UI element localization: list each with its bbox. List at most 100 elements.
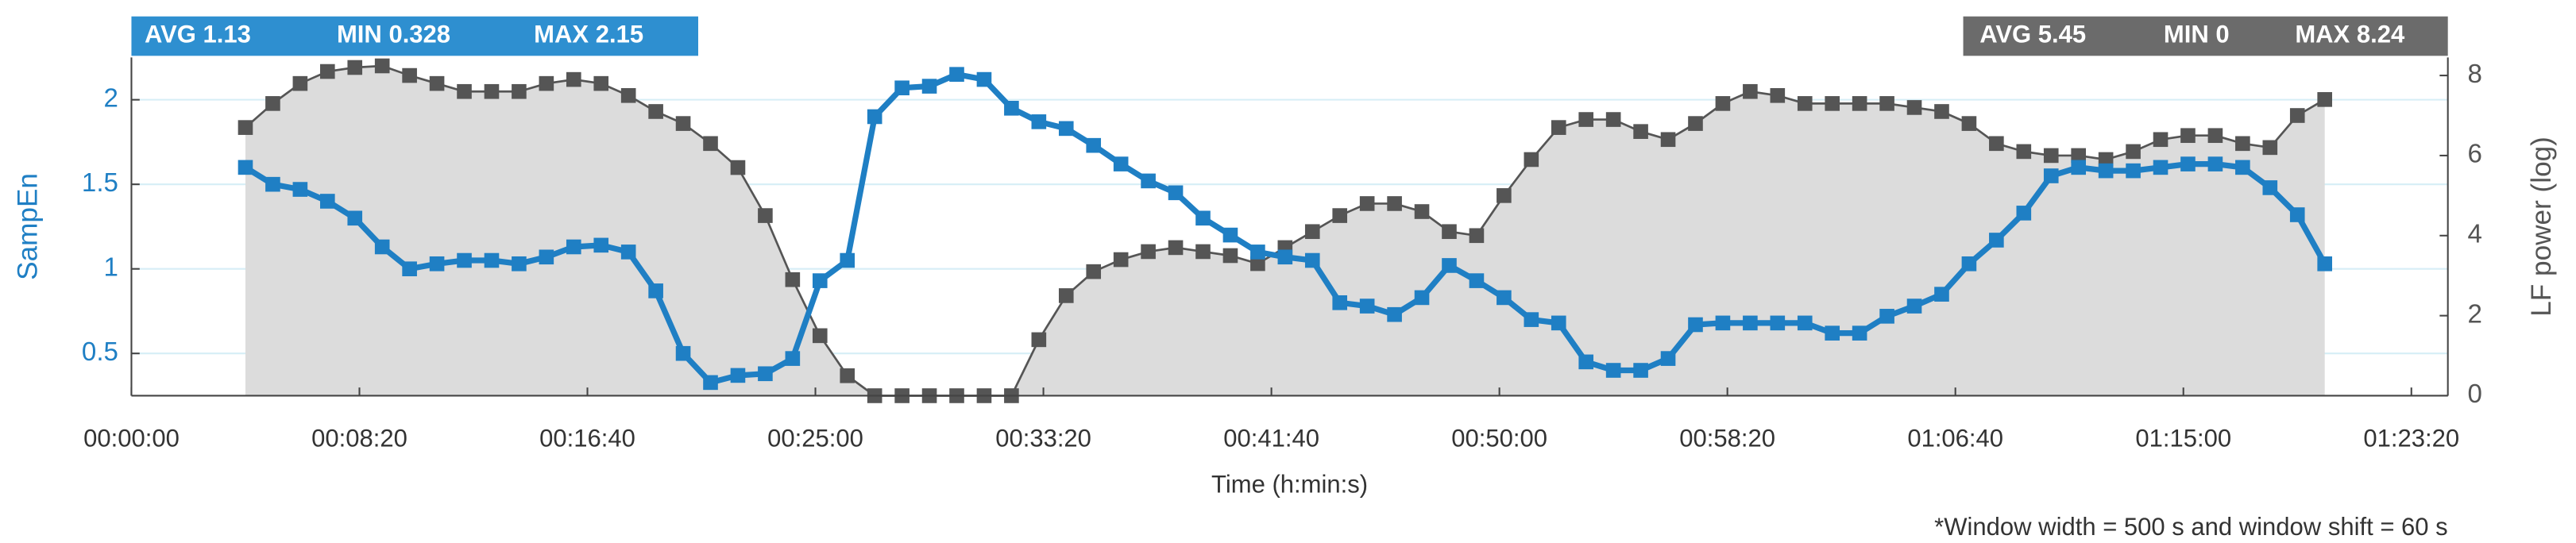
stats-box-right (1963, 16, 2448, 56)
marker (1304, 252, 1320, 268)
marker (1277, 249, 1293, 265)
marker (1195, 210, 1211, 226)
marker (1141, 244, 1156, 260)
marker (1058, 288, 1074, 303)
marker (1770, 87, 1786, 103)
marker (1442, 224, 1457, 240)
marker (374, 58, 390, 74)
marker (566, 71, 581, 87)
marker (512, 83, 527, 99)
marker (812, 328, 828, 344)
marker (730, 160, 746, 175)
marker (1551, 315, 1566, 331)
marker (292, 182, 308, 197)
marker (921, 79, 937, 94)
stat: MIN 0.328 (337, 21, 450, 48)
marker (1141, 173, 1156, 189)
marker (2235, 160, 2250, 175)
marker (758, 366, 773, 382)
marker (2153, 132, 2169, 148)
stat: MIN 0 (2164, 21, 2230, 48)
marker (2016, 206, 2032, 221)
marker (457, 83, 472, 99)
marker (2180, 156, 2196, 171)
marker (1222, 227, 1238, 243)
marker (2016, 144, 2032, 160)
y2-tick-label: 0 (2467, 379, 2481, 409)
marker (265, 96, 280, 111)
marker (566, 239, 581, 255)
marker (1633, 124, 1648, 139)
marker (1524, 152, 1539, 168)
x-tick-label: 01:06:40 (1907, 425, 2003, 452)
marker (758, 208, 773, 223)
marker (539, 75, 554, 91)
marker (620, 245, 636, 260)
marker (840, 368, 855, 383)
y2-tick-label: 8 (2467, 60, 2481, 89)
marker (1825, 325, 1840, 341)
stat: MAX 8.24 (2295, 21, 2405, 48)
y-tick-label: 1.5 (82, 168, 118, 198)
x-tick-label: 00:41:40 (1223, 425, 1319, 452)
marker (1469, 273, 1485, 288)
marker (429, 75, 445, 91)
marker (2126, 163, 2141, 179)
area (245, 65, 2325, 396)
marker (1332, 208, 1348, 223)
marker (1797, 96, 1813, 111)
marker (2043, 168, 2059, 183)
marker (347, 210, 363, 226)
marker (620, 87, 636, 103)
marker (593, 237, 609, 253)
marker (785, 272, 801, 287)
marker (1961, 256, 1977, 272)
marker (1578, 112, 1594, 127)
marker (949, 67, 964, 83)
marker (1113, 252, 1129, 268)
marker (2235, 136, 2250, 152)
marker (703, 136, 718, 152)
x-tick-label: 00:16:40 (539, 425, 635, 452)
marker (1852, 96, 1867, 111)
marker (1086, 264, 1102, 279)
marker (1605, 363, 1621, 378)
marker (2071, 148, 2086, 164)
marker (1660, 132, 1676, 148)
y-tick-label: 0.5 (82, 337, 118, 367)
marker (1743, 83, 1758, 99)
marker (2098, 152, 2114, 168)
marker (1113, 156, 1129, 171)
marker (1195, 244, 1211, 260)
marker (1359, 298, 1375, 314)
marker (2153, 160, 2169, 175)
marker (1222, 248, 1238, 264)
marker (1304, 224, 1320, 240)
stat: MAX 2.15 (534, 21, 643, 48)
marker (1250, 245, 1265, 260)
marker (539, 249, 554, 265)
marker (1715, 96, 1731, 111)
marker (1934, 104, 1949, 119)
marker (1497, 290, 1512, 306)
y2-axis-label: LF power (log) (2526, 137, 2557, 317)
x-axis-label: Time (h:min:s) (1211, 470, 1368, 498)
marker (1004, 100, 1019, 116)
x-tick-label: 01:23:20 (2363, 425, 2459, 452)
marker (2262, 140, 2278, 156)
marker (1660, 351, 1676, 366)
marker (675, 116, 691, 131)
marker (457, 252, 472, 268)
marker (429, 256, 445, 272)
marker (347, 60, 363, 75)
marker (1906, 100, 1922, 115)
marker (1715, 315, 1731, 331)
marker (1497, 188, 1512, 203)
marker (1387, 196, 1402, 211)
marker (1852, 325, 1867, 341)
marker (648, 283, 663, 298)
marker (1332, 295, 1348, 310)
marker (1934, 287, 1949, 302)
